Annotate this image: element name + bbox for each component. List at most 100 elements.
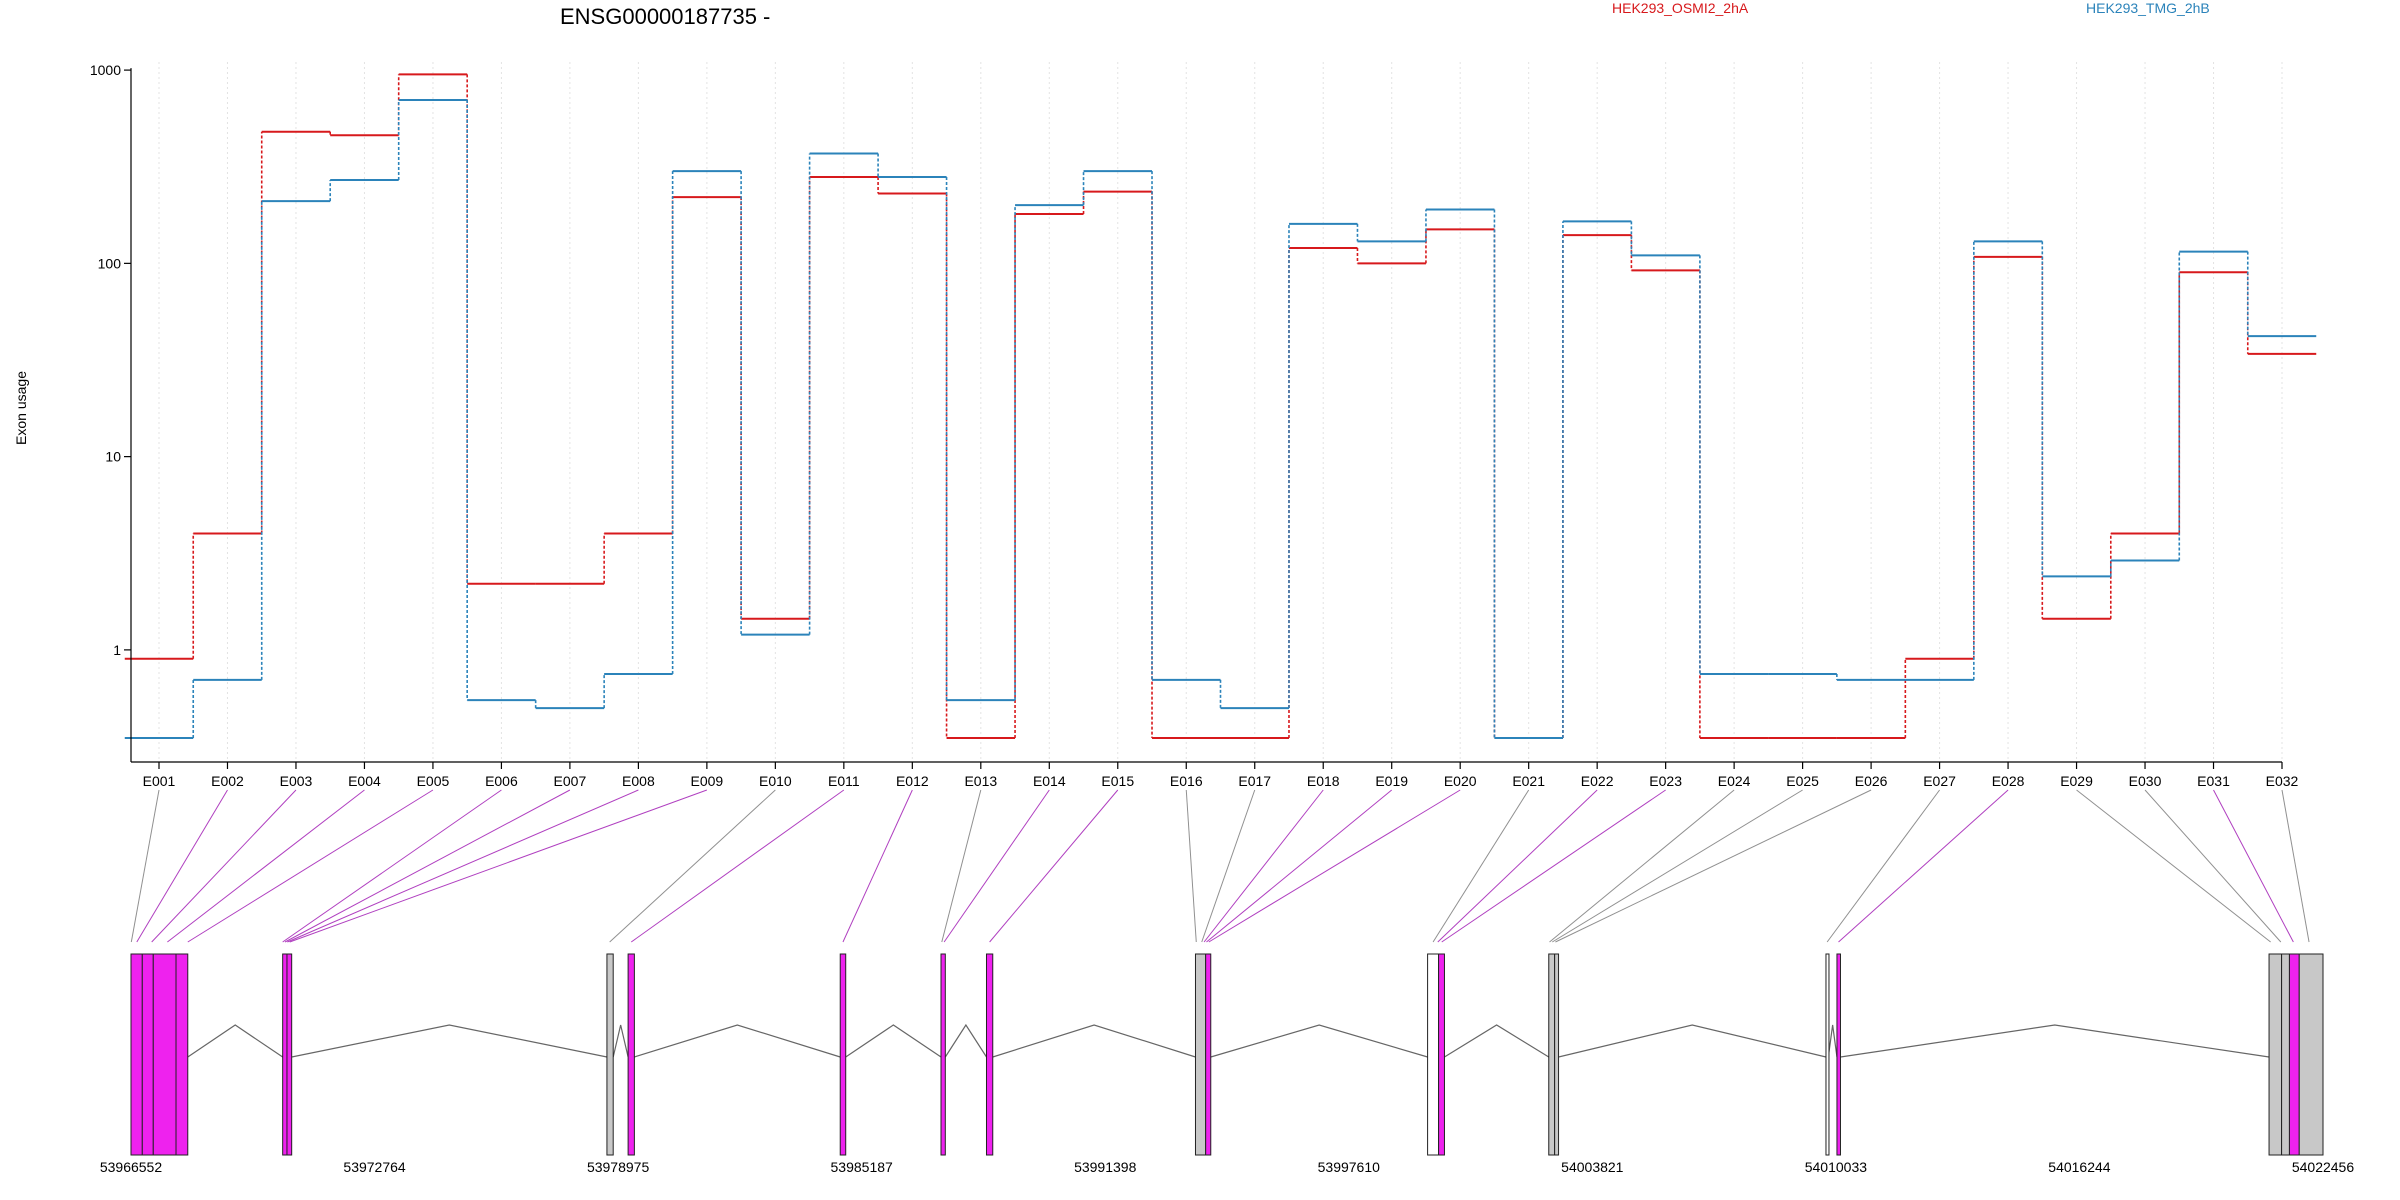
exon-block: [1554, 953, 1560, 1156]
genomic-tick-label: 54016244: [2048, 1159, 2111, 1175]
exon-block: [130, 953, 143, 1156]
x-tick-label: E021: [1512, 773, 1545, 789]
exon-block: [1548, 953, 1556, 1156]
genomic-tick-label: 53972764: [343, 1159, 406, 1175]
gridlines: [158, 62, 2283, 762]
x-tick-label: E030: [2129, 773, 2162, 789]
exon-link-line: [1208, 789, 1461, 943]
x-tick-label: E006: [485, 773, 518, 789]
x-tick-label: E024: [1718, 773, 1751, 789]
exon-link-line: [1441, 789, 1666, 943]
genomic-tick-label: 54010033: [1805, 1159, 1868, 1175]
y-tick-label: 10: [105, 449, 121, 465]
exon-link-line: [2144, 789, 2282, 943]
exon-block: [2288, 953, 2300, 1156]
chart-title: ENSG00000187735 -: [560, 4, 770, 29]
y-tick-label: 100: [98, 255, 122, 271]
exon-block: [1438, 953, 1445, 1156]
intron-line: [944, 1023, 987, 1058]
intron-line: [187, 1024, 284, 1058]
genomic-tick-label: 53985187: [831, 1159, 894, 1175]
series-0: [124, 73, 2317, 739]
exon-block: [1427, 953, 1440, 1156]
x-tick-label: E007: [554, 773, 587, 789]
exon-block: [141, 953, 154, 1156]
exon-link-line: [130, 789, 160, 943]
exon-link-line: [842, 789, 913, 943]
exon-link-line: [289, 789, 708, 943]
intron-line: [992, 1024, 1196, 1058]
exon-link-line: [167, 789, 365, 943]
y-tick-label: 1000: [90, 62, 121, 78]
genomic-tick-label: 53991398: [1074, 1159, 1137, 1175]
intron-line: [1210, 1024, 1428, 1058]
x-tick-label: E027: [1923, 773, 1956, 789]
x-tick-label: E015: [1101, 773, 1134, 789]
exon-block: [606, 953, 614, 1156]
x-tick-label: E018: [1307, 773, 1340, 789]
exon-block: [1825, 953, 1830, 1156]
y-axis-label: Exon usage: [13, 371, 29, 445]
exon-link-line: [1838, 789, 2009, 943]
exon-connector-lines: [130, 789, 2310, 943]
gene-model: [130, 953, 2324, 1156]
x-tick-label: E009: [691, 773, 724, 789]
intron-line: [612, 1024, 629, 1058]
x-tick-label: E005: [417, 773, 450, 789]
exon-link-line: [1826, 789, 1940, 943]
legend-entry-tmg: HEK293_TMG_2hB: [2086, 0, 2210, 16]
exon-block: [1836, 953, 1841, 1156]
x-tick-label: E002: [211, 773, 244, 789]
exon-block: [152, 953, 177, 1156]
exon-block: [282, 953, 288, 1156]
exon-link-line: [943, 789, 1050, 943]
genomic-coordinate-axis: 53966552 53972764 53978975 53985187 53991398…: [100, 1159, 2355, 1175]
x-tick-label: E025: [1786, 773, 1819, 789]
exon-link-line: [1555, 789, 1872, 943]
exon-link-line: [282, 789, 502, 943]
exon-link-line: [1549, 789, 1735, 943]
intron-line: [1827, 1024, 1838, 1058]
exon-link-line: [1185, 789, 1197, 943]
intron-line: [1558, 1024, 1827, 1058]
exon-link-line: [2076, 789, 2271, 943]
exon-link-line: [1552, 789, 1803, 943]
intron-line: [1840, 1024, 2270, 1058]
exon-block: [985, 953, 994, 1156]
exon-link-line: [136, 789, 228, 943]
x-tick-label: E001: [143, 773, 176, 789]
exon-link-line: [287, 789, 639, 943]
exon-block: [1194, 953, 1207, 1156]
exon-block: [1205, 953, 1212, 1156]
exon-block: [627, 953, 635, 1156]
exon-link-line: [941, 789, 982, 943]
x-tick-label: E032: [2266, 773, 2299, 789]
genomic-tick-label: 54022456: [2292, 1159, 2355, 1175]
x-tick-label: E014: [1033, 773, 1066, 789]
series-lines: [124, 73, 2317, 739]
exon-link-line: [1432, 789, 1530, 943]
legend-entry-osmi2: HEK293_OSMI2_2hA: [1612, 0, 1749, 16]
exon-link-line: [609, 789, 776, 943]
x-tick-label: E020: [1444, 773, 1477, 789]
exon-block: [175, 953, 189, 1156]
exon-link-line: [989, 789, 1119, 943]
x-tick-label: E022: [1581, 773, 1614, 789]
exon-block: [940, 953, 946, 1156]
exon-block: [286, 953, 293, 1156]
intron-line: [1444, 1024, 1550, 1058]
x-tick-label: E013: [964, 773, 997, 789]
series-1: [124, 99, 2317, 739]
genomic-tick-label: 53997610: [1318, 1159, 1381, 1175]
x-tick-label: E010: [759, 773, 792, 789]
x-tick-label: E012: [896, 773, 929, 789]
x-tick-label: E031: [2197, 773, 2230, 789]
genomic-tick-label: 54003821: [1561, 1159, 1624, 1175]
exon-link-line: [2281, 789, 2310, 943]
exon-block: [2298, 953, 2324, 1156]
exon-link-line: [1203, 789, 1324, 943]
genomic-tick-label: 53966552: [100, 1159, 163, 1175]
exon-link-line: [284, 789, 571, 943]
exon-link-line: [1201, 789, 1256, 943]
